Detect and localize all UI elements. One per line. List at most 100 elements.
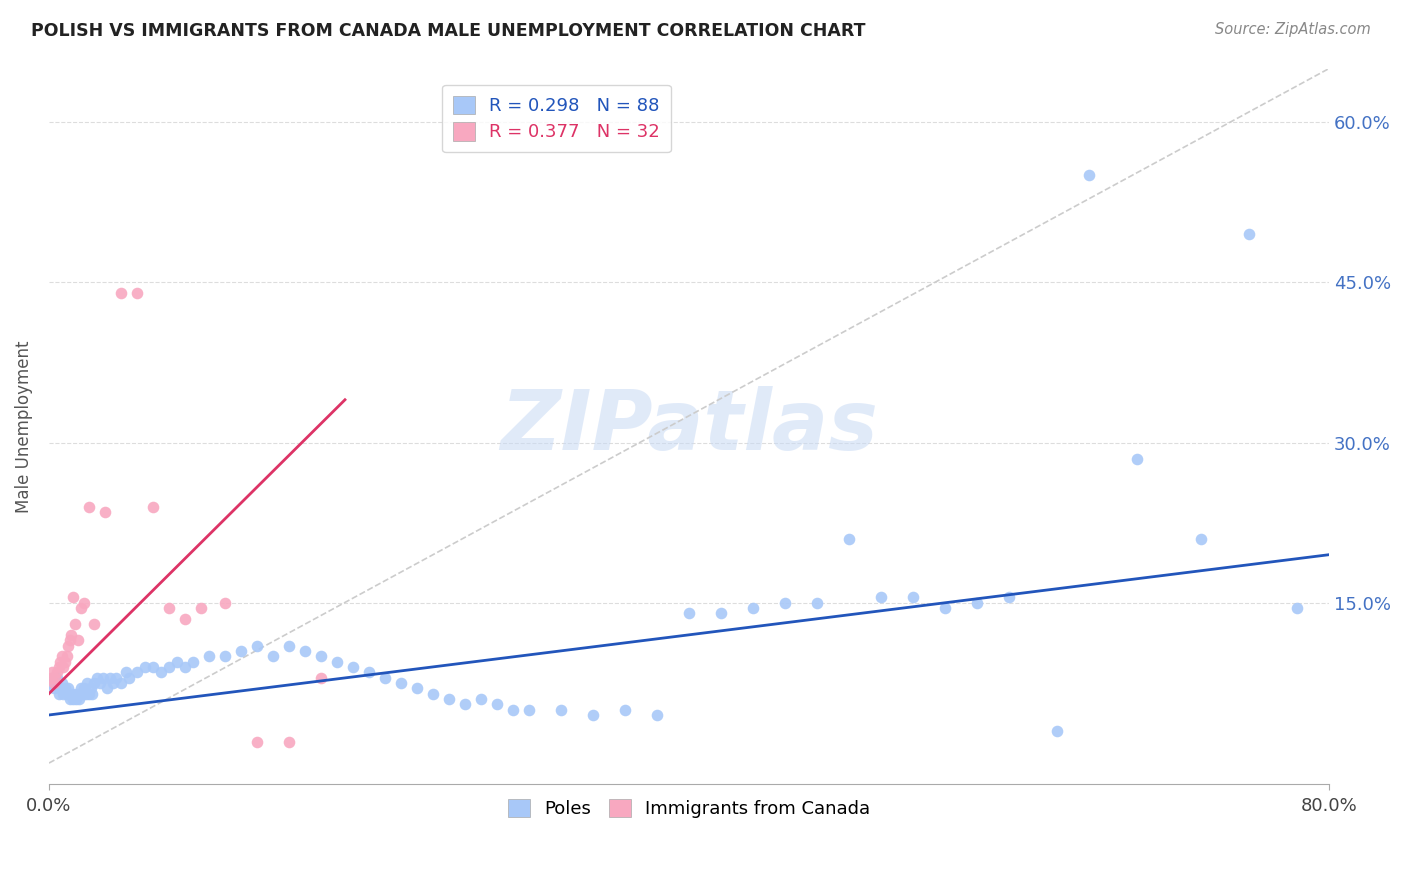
Point — [190, 601, 212, 615]
Point — [181, 655, 204, 669]
Point — [51, 676, 73, 690]
Point — [55, 649, 77, 664]
Point — [278, 639, 301, 653]
Point — [59, 633, 82, 648]
Point — [39, 671, 62, 685]
Point — [125, 665, 148, 680]
Point — [214, 596, 236, 610]
Point — [79, 681, 101, 696]
Point — [83, 676, 105, 690]
Point — [70, 681, 93, 696]
Point — [838, 532, 860, 546]
Point — [76, 676, 98, 690]
Point — [502, 703, 524, 717]
Point — [214, 649, 236, 664]
Point — [55, 687, 77, 701]
Point — [166, 655, 188, 669]
Point — [174, 612, 197, 626]
Point — [73, 681, 96, 696]
Point — [66, 687, 89, 701]
Point — [773, 596, 796, 610]
Point — [1237, 227, 1260, 241]
Point — [86, 671, 108, 685]
Point — [485, 698, 508, 712]
Point — [309, 671, 332, 685]
Point — [678, 607, 700, 621]
Point — [77, 687, 100, 701]
Point — [1126, 451, 1149, 466]
Point — [101, 676, 124, 690]
Point — [60, 687, 83, 701]
Point — [645, 708, 668, 723]
Point — [174, 660, 197, 674]
Point — [42, 681, 65, 696]
Point — [1046, 724, 1069, 739]
Point — [62, 591, 84, 605]
Point — [48, 660, 70, 674]
Point — [52, 660, 75, 674]
Point — [550, 703, 572, 717]
Point — [342, 660, 364, 674]
Point — [157, 660, 180, 674]
Point — [96, 681, 118, 696]
Point — [374, 671, 396, 685]
Point — [53, 681, 76, 696]
Point — [63, 687, 86, 701]
Point — [44, 671, 66, 685]
Point — [94, 505, 117, 519]
Point — [742, 601, 765, 615]
Text: Source: ZipAtlas.com: Source: ZipAtlas.com — [1215, 22, 1371, 37]
Point — [70, 601, 93, 615]
Y-axis label: Male Unemployment: Male Unemployment — [15, 340, 32, 513]
Point — [309, 649, 332, 664]
Point — [934, 601, 956, 615]
Point — [93, 671, 115, 685]
Point — [389, 676, 412, 690]
Point — [60, 628, 83, 642]
Point — [59, 692, 82, 706]
Point — [52, 687, 75, 701]
Point — [105, 671, 128, 685]
Point — [56, 639, 79, 653]
Point — [110, 285, 132, 300]
Point — [56, 681, 79, 696]
Point — [44, 676, 66, 690]
Point — [246, 734, 269, 748]
Text: POLISH VS IMMIGRANTS FROM CANADA MALE UNEMPLOYMENT CORRELATION CHART: POLISH VS IMMIGRANTS FROM CANADA MALE UN… — [31, 22, 866, 40]
Point — [142, 660, 165, 674]
Point — [710, 607, 733, 621]
Point — [53, 655, 76, 669]
Point — [46, 671, 69, 685]
Point — [48, 687, 70, 701]
Point — [51, 649, 73, 664]
Point — [229, 644, 252, 658]
Point — [437, 692, 460, 706]
Point — [1078, 169, 1101, 183]
Point — [118, 671, 141, 685]
Point — [41, 671, 63, 685]
Point — [75, 687, 97, 701]
Point — [1189, 532, 1212, 546]
Point — [72, 687, 94, 701]
Point — [73, 596, 96, 610]
Point — [142, 500, 165, 514]
Point — [901, 591, 924, 605]
Point — [614, 703, 637, 717]
Point — [406, 681, 429, 696]
Point — [966, 596, 988, 610]
Point — [66, 633, 89, 648]
Point — [63, 617, 86, 632]
Point — [149, 665, 172, 680]
Legend: Poles, Immigrants from Canada: Poles, Immigrants from Canada — [501, 792, 877, 825]
Point — [278, 734, 301, 748]
Point — [62, 692, 84, 706]
Point — [110, 676, 132, 690]
Point — [582, 708, 605, 723]
Point — [83, 617, 105, 632]
Point — [198, 649, 221, 664]
Point — [1285, 601, 1308, 615]
Point — [357, 665, 380, 680]
Point — [470, 692, 492, 706]
Point — [870, 591, 893, 605]
Point — [39, 676, 62, 690]
